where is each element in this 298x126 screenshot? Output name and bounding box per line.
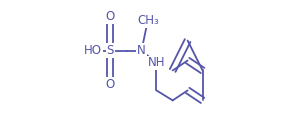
- Text: HO: HO: [84, 44, 102, 57]
- Text: CH₃: CH₃: [137, 14, 159, 27]
- Text: O: O: [106, 10, 115, 23]
- Text: O: O: [106, 78, 115, 91]
- Text: N: N: [137, 44, 146, 57]
- Text: NH: NH: [148, 56, 165, 70]
- Text: S: S: [107, 44, 114, 57]
